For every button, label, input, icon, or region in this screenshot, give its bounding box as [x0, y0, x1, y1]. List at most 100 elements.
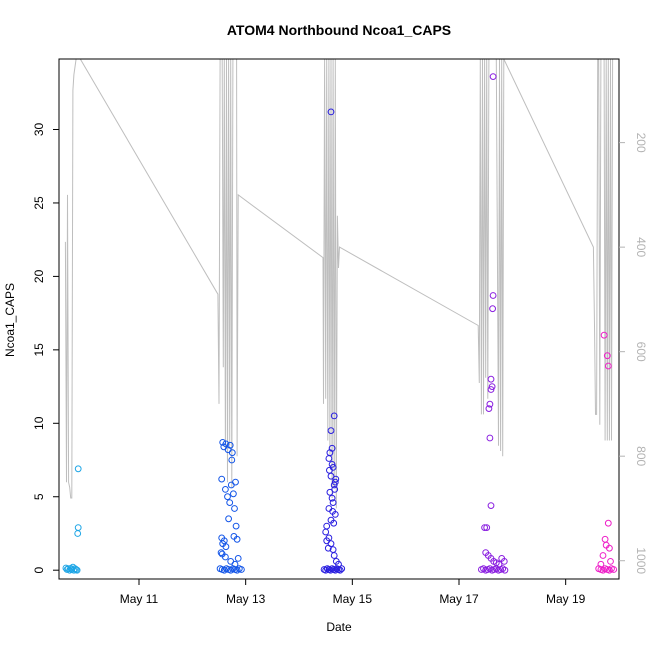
x-tick-label-2: May 13	[226, 592, 266, 606]
data-point-3-16	[328, 444, 336, 452]
data-point-3-37	[327, 427, 335, 435]
data-point-3-22	[326, 488, 334, 496]
y-tick-label-7: 30	[32, 123, 46, 137]
y-axis-label: Ncoa1_CAPS	[3, 283, 17, 357]
data-point-2-19	[222, 486, 229, 493]
data-point-4-18	[486, 400, 494, 408]
data-point-2-21	[226, 499, 234, 507]
x-tick-label-3: May 15	[333, 592, 373, 606]
data-point-2-29	[220, 537, 228, 545]
data-point-5-9	[600, 331, 608, 339]
data-point-3-20	[331, 478, 339, 486]
depth-line	[64, 59, 614, 509]
data-point-3-23	[328, 494, 336, 502]
chart-title: ATOM4 Northbound Ncoa1_CAPS	[227, 22, 451, 38]
data-point-2-12	[219, 439, 227, 446]
data-point-2-11	[238, 566, 245, 573]
data-point-2-14	[222, 440, 230, 448]
data-point-5-12	[604, 519, 612, 527]
data-point-4-14	[489, 292, 497, 299]
data-point-3-5	[327, 566, 334, 574]
data-point-3-39	[331, 486, 339, 493]
data-point-4-13	[489, 73, 497, 80]
data-point-2-25	[225, 515, 233, 523]
data-point-2-37	[234, 555, 242, 562]
data-point-2-40	[217, 549, 225, 556]
data-point-4-19	[488, 383, 496, 391]
data-point-3-35	[335, 560, 342, 568]
scatter-points-layer	[62, 73, 618, 574]
data-point-2-34	[222, 553, 229, 561]
data-point-4-30	[495, 560, 503, 568]
x-axis-label: Date	[326, 620, 352, 634]
y-tick-label-3: 10	[32, 416, 46, 430]
data-point-3-28	[323, 522, 331, 530]
data-point-3-42	[329, 508, 337, 515]
data-point-4-23	[481, 524, 489, 531]
data-point-3-2	[322, 566, 330, 574]
data-point-1-2	[63, 566, 71, 573]
y-tick-label-1: 0	[32, 567, 46, 574]
y-tick-label-5: 20	[32, 269, 46, 283]
data-point-3-43	[330, 519, 338, 527]
data-point-3-40	[332, 475, 340, 483]
data-point-3-33	[330, 552, 338, 559]
data-point-4-17	[487, 386, 495, 393]
plot-frame	[58, 58, 620, 580]
y2-tick-label-2: 400	[634, 237, 648, 257]
data-point-1-12	[74, 465, 82, 473]
data-point-4-20	[487, 375, 495, 383]
y2-tick-label-3: 600	[634, 342, 648, 362]
data-point-4-16	[485, 405, 493, 413]
data-point-4-15	[489, 305, 497, 313]
data-point-5-15	[606, 544, 613, 552]
data-point-4-24	[483, 524, 491, 531]
data-point-5-13	[601, 535, 609, 543]
data-point-3-14	[330, 412, 338, 420]
y-tick-label-2: 5	[32, 493, 46, 500]
data-point-1-14	[74, 530, 82, 537]
data-point-2-24	[231, 505, 238, 512]
data-point-5-16	[599, 552, 607, 559]
data-point-3-41	[326, 466, 333, 474]
y2-tick-label-5: 1000	[634, 547, 648, 574]
data-point-3-13	[327, 108, 335, 116]
data-point-2-30	[222, 543, 230, 551]
data-point-2-32	[233, 535, 241, 543]
y2-tick-label-1: 200	[634, 133, 648, 153]
data-point-2-18	[218, 475, 226, 483]
data-point-3-17	[325, 455, 333, 462]
data-point-4-21	[486, 434, 494, 442]
data-point-3-12	[338, 565, 346, 573]
data-point-3-19	[327, 472, 335, 480]
data-point-5-17	[607, 558, 614, 565]
data-point-4-32	[500, 558, 508, 565]
x-tick-label-5: May 19	[546, 592, 586, 606]
x-tick-label-4: May 17	[439, 592, 479, 606]
y-tick-label-6: 25	[32, 196, 46, 210]
y2-tick-label-4: 800	[634, 446, 648, 466]
data-point-5-10	[603, 352, 611, 360]
data-point-2-23	[230, 490, 237, 498]
x-tick-label-1: May 11	[120, 592, 159, 606]
data-point-5-8	[610, 566, 618, 573]
data-point-3-24	[329, 499, 337, 507]
data-point-3-11	[336, 566, 344, 574]
data-point-2-17	[228, 449, 236, 457]
data-point-3-44	[324, 544, 332, 552]
y-tick-label-4: 15	[32, 343, 46, 357]
data-point-2-38	[228, 456, 236, 464]
data-point-1-11	[73, 566, 81, 574]
data-point-1-10	[72, 566, 80, 573]
data-point-2-39	[232, 478, 239, 486]
data-point-1-13	[74, 524, 82, 531]
data-point-4-22	[487, 502, 495, 510]
data-point-3-29	[322, 528, 330, 536]
data-point-5-18	[597, 560, 605, 568]
data-point-4-12	[501, 566, 509, 574]
data-point-2-20	[224, 493, 231, 501]
data-point-2-16	[226, 441, 234, 449]
data-point-5-11	[604, 362, 612, 370]
